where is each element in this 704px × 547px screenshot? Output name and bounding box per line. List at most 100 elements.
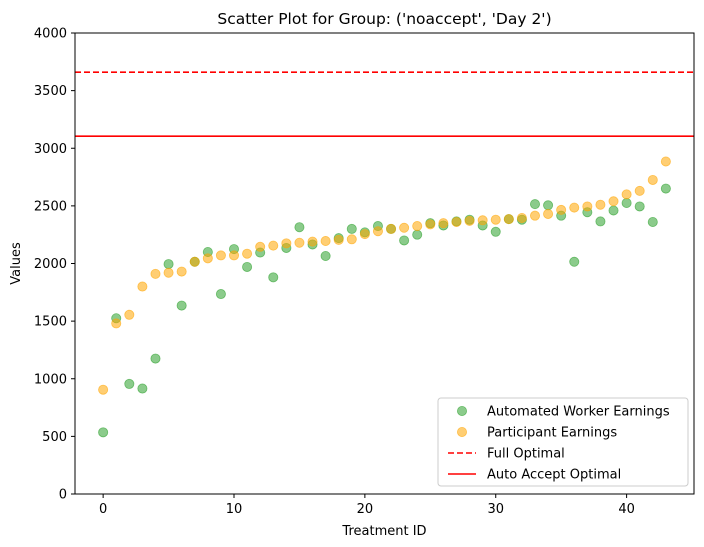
legend-label: Automated Worker Earnings (487, 405, 670, 420)
participant-point (634, 185, 645, 196)
automated-worker-point (647, 217, 658, 228)
legend-item-participant: Participant Earnings (456, 426, 617, 441)
y-tick-label: 1000 (34, 372, 67, 387)
automated-worker-point (543, 200, 554, 211)
automated-worker-point (294, 222, 305, 233)
participant-point (516, 212, 527, 223)
participant-point (255, 241, 266, 252)
participant-point (621, 189, 632, 200)
legend-label: Full Optimal (487, 447, 565, 462)
participant-point (647, 174, 658, 185)
x-tick-label: 0 (99, 502, 107, 517)
automated-worker-point (137, 383, 148, 394)
automated-worker-point (595, 216, 606, 227)
automated-worker-point (608, 205, 619, 216)
chart-title: Scatter Plot for Group: ('noaccept', 'Da… (217, 10, 551, 28)
y-tick-label: 2500 (34, 199, 67, 214)
participant-point (543, 208, 554, 219)
legend-box (437, 397, 689, 487)
participant-point (176, 266, 187, 277)
participant-point (215, 250, 226, 261)
automated-worker-point (124, 378, 135, 389)
x-tick-label: 40 (618, 502, 635, 517)
legend-label: Auto Accept Optimal (487, 468, 621, 483)
participant-point (503, 214, 514, 225)
automated-worker-point (176, 300, 187, 311)
automated-worker-point (320, 251, 331, 262)
participant-point (163, 267, 174, 278)
x-axis-label: Treatment ID (341, 524, 426, 539)
automated-worker-point (215, 289, 226, 300)
participant-point (490, 214, 501, 225)
x-tick-label: 10 (226, 502, 243, 517)
participant-point (189, 256, 200, 267)
participant-point (477, 215, 488, 226)
participant-point (595, 199, 606, 210)
automated-worker-point (346, 223, 357, 234)
participant-point (372, 226, 383, 237)
y-tick-label: 0 (59, 488, 67, 503)
y-axis-ticks: 0 500 1000 1500 2000 2500 3000 3500 4000 (34, 27, 75, 503)
participant-point (660, 156, 671, 167)
participant-point (281, 238, 292, 249)
automated-worker-point (660, 183, 671, 194)
participant-point (451, 217, 462, 228)
participant-point (333, 234, 344, 245)
automated-worker-point (150, 353, 161, 364)
participant-point (529, 210, 540, 221)
y-tick-label: 4000 (34, 27, 67, 42)
participant-point (307, 236, 318, 247)
participant-point (359, 229, 370, 240)
participant-point (242, 248, 253, 259)
legend-marker (456, 405, 467, 416)
participant-point (202, 253, 213, 264)
automated-worker-point (242, 261, 253, 272)
participant-point (111, 318, 122, 329)
participant-point (294, 237, 305, 248)
automated-worker-point (490, 226, 501, 237)
participant-point (425, 219, 436, 230)
participant-point (556, 204, 567, 215)
automated-worker-point (412, 229, 423, 240)
automated-worker-point (569, 256, 580, 267)
y-tick-label: 3000 (34, 142, 67, 157)
data-points (98, 156, 671, 438)
participant-point (320, 236, 331, 247)
automated-worker-point (98, 427, 109, 438)
participant-point (569, 202, 580, 213)
participant-point (582, 201, 593, 212)
participant-point (399, 222, 410, 233)
reference-lines (75, 71, 694, 137)
automated-worker-point (399, 235, 410, 246)
y-axis-label: Values (9, 242, 24, 285)
legend: Automated Worker Earnings Participant Ear… (437, 397, 689, 487)
automated-worker-point (268, 272, 279, 283)
y-tick-label: 1500 (34, 315, 67, 330)
legend-marker (456, 426, 467, 437)
participant-point (412, 221, 423, 232)
automated-worker-point (163, 259, 174, 270)
legend-item-automated-worker: Automated Worker Earnings (456, 405, 670, 420)
legend-label: Participant Earnings (487, 426, 617, 441)
legend-item-full-optimal: Full Optimal (448, 447, 565, 462)
participant-point (137, 281, 148, 292)
participant-point (124, 309, 135, 320)
legend-item-auto-accept-optimal: Auto Accept Optimal (448, 468, 621, 483)
participant-point (464, 215, 475, 226)
automated-worker-point (621, 197, 632, 208)
y-tick-label: 2000 (34, 257, 67, 272)
participant-point (346, 234, 357, 245)
automated-worker-point (634, 201, 645, 212)
x-axis-ticks: 0 10 20 30 40 (99, 494, 635, 517)
participant-point (268, 240, 279, 251)
participant-point (229, 250, 240, 261)
participant-point (150, 268, 161, 279)
y-tick-label: 3500 (34, 84, 67, 99)
participant-point (608, 196, 619, 207)
participant-point (386, 223, 397, 234)
x-tick-label: 30 (487, 502, 504, 517)
automated-worker-point (529, 199, 540, 210)
y-tick-label: 500 (42, 430, 67, 445)
x-tick-label: 20 (357, 502, 374, 517)
